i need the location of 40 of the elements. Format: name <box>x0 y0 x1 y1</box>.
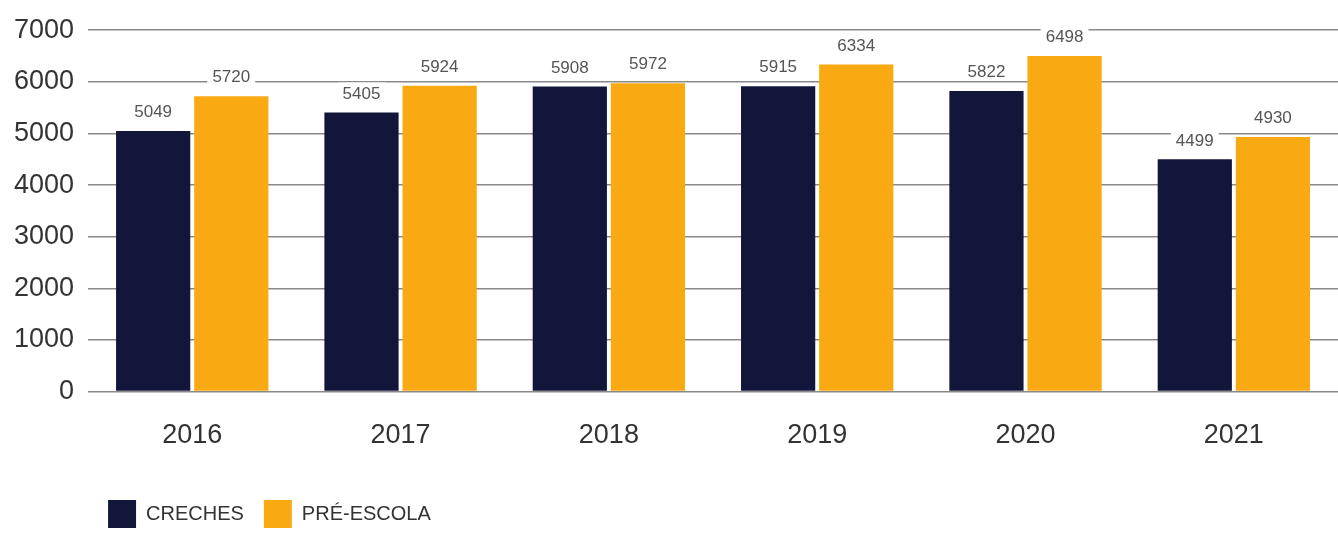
y-tick-label: 2000 <box>13 271 75 302</box>
x-tick-label: 2018 <box>578 419 639 450</box>
data-label: 5822 <box>967 62 1006 82</box>
y-tick-label: 3000 <box>13 220 75 251</box>
data-label: 4499 <box>1175 130 1214 150</box>
x-tick-label: 2017 <box>370 419 431 450</box>
data-label: 5915 <box>759 57 798 77</box>
y-tick-label: 7000 <box>13 13 75 44</box>
bar <box>194 96 269 391</box>
x-tick-label: 2020 <box>995 419 1056 450</box>
bar <box>741 86 816 391</box>
bar <box>402 85 477 391</box>
bar <box>1157 159 1232 391</box>
y-tick-label: 5000 <box>13 116 75 147</box>
data-label: 5908 <box>550 57 589 77</box>
bar <box>324 112 399 391</box>
y-tick-label: 6000 <box>13 65 75 96</box>
x-tick-label: 2021 <box>1203 419 1264 450</box>
data-label: 6498 <box>1045 27 1084 47</box>
bar <box>819 64 894 391</box>
data-label: 6334 <box>837 35 876 55</box>
bar <box>532 86 607 391</box>
x-tick-label: 2016 <box>162 419 223 450</box>
legend-label: PRÉ-ESCOLA <box>301 501 432 524</box>
data-label: 5924 <box>420 56 459 76</box>
data-label: 4930 <box>1253 108 1292 128</box>
legend-label: CRECHES <box>146 501 244 524</box>
y-tick-label: 1000 <box>13 323 75 354</box>
data-label: 5720 <box>212 67 251 87</box>
x-tick-label: 2019 <box>787 419 848 450</box>
bar <box>1027 56 1102 391</box>
bar <box>949 91 1024 391</box>
data-label: 5049 <box>134 102 173 122</box>
data-label: 5972 <box>629 54 667 74</box>
y-tick-label: 4000 <box>13 168 75 199</box>
y-tick-label: 0 <box>59 375 75 406</box>
bar <box>116 130 191 391</box>
data-label: 5405 <box>342 83 381 103</box>
bar <box>1235 137 1311 391</box>
bar <box>610 83 686 391</box>
